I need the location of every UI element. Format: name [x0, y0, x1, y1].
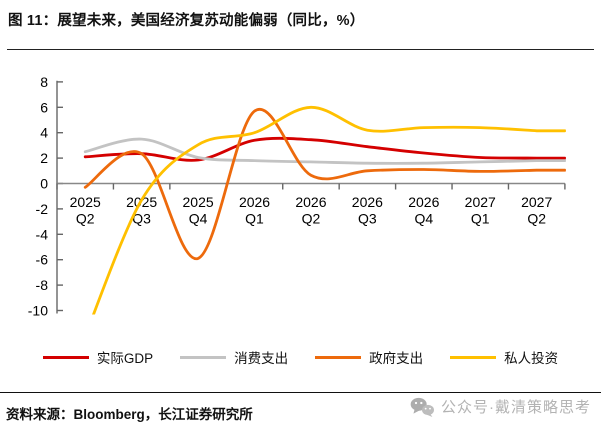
y-tick-label: -6	[36, 252, 49, 268]
legend-label-0: 实际GDP	[96, 351, 154, 366]
watermark-text: 公众号·戴清策略思考	[441, 399, 591, 416]
legend-swatch-3	[450, 355, 497, 359]
legend-item-1: 消费支出	[180, 347, 288, 367]
watermark: 公众号·戴清策略思考	[410, 396, 591, 417]
series-line-私人投资	[92, 105, 566, 315]
wechat-icon	[410, 397, 434, 417]
y-tick-label: 0	[40, 176, 48, 192]
y-tick-label: 2	[40, 150, 48, 166]
legend-label-3: 私人投资	[504, 351, 559, 366]
y-tick-label: 6	[40, 99, 48, 115]
y-tick-label: -4	[36, 226, 49, 242]
legend-label-2: 政府支出	[369, 351, 424, 366]
legend-swatch-0	[42, 355, 89, 359]
series-line-实际GDP	[83, 136, 566, 162]
y-tick-label: 8	[40, 74, 48, 90]
title-divider	[7, 49, 594, 50]
source-note: 资料来源：Bloomberg，长江证券研究所	[6, 407, 253, 422]
y-tick-label: -10	[28, 303, 48, 319]
legend-item-2: 政府支出	[315, 347, 423, 367]
chart-legend: 实际GDP 消费支出 政府支出 私人投资	[0, 346, 601, 368]
y-tick-label: -2	[36, 201, 49, 217]
series-line-政府支出	[83, 107, 566, 260]
series-line-消费支出	[83, 137, 566, 165]
footer-divider	[0, 392, 601, 393]
legend-item-3: 私人投资	[450, 347, 558, 367]
x-tick-label: 2027 Q1	[465, 194, 496, 227]
chart-series	[83, 105, 566, 315]
x-tick-label: 2025 Q2	[70, 194, 101, 227]
legend-item-0: 实际GDP	[42, 347, 154, 367]
x-tick-label: 2026 Q2	[295, 194, 326, 227]
y-tick-label: -8	[36, 277, 49, 293]
legend-swatch-2	[315, 355, 362, 359]
x-tick-label: 2026 Q1	[239, 194, 270, 227]
x-tick-label: 2025 Q4	[183, 194, 214, 227]
x-tick-label: 2026 Q4	[408, 194, 439, 227]
figure-title: 图 11：展望未来，美国经济复苏动能偏弱（同比，%）	[8, 13, 365, 29]
y-tick-label: 4	[40, 125, 48, 141]
x-tick-label: 2026 Q3	[352, 194, 383, 227]
legend-label-1: 消费支出	[234, 351, 289, 366]
legend-swatch-1	[180, 355, 227, 359]
x-tick-label: 2027 Q2	[521, 194, 552, 227]
